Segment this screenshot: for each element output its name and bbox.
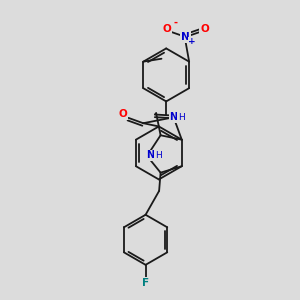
Text: H: H	[155, 151, 162, 160]
Text: O: O	[162, 24, 171, 34]
Text: H: H	[178, 113, 185, 122]
Text: +: +	[188, 38, 196, 46]
Text: N: N	[169, 112, 178, 122]
Text: N: N	[146, 150, 154, 160]
Text: F: F	[142, 278, 149, 288]
Text: O: O	[118, 110, 127, 119]
Text: N: N	[181, 32, 190, 42]
Text: -: -	[174, 18, 178, 28]
Text: O: O	[200, 24, 209, 34]
